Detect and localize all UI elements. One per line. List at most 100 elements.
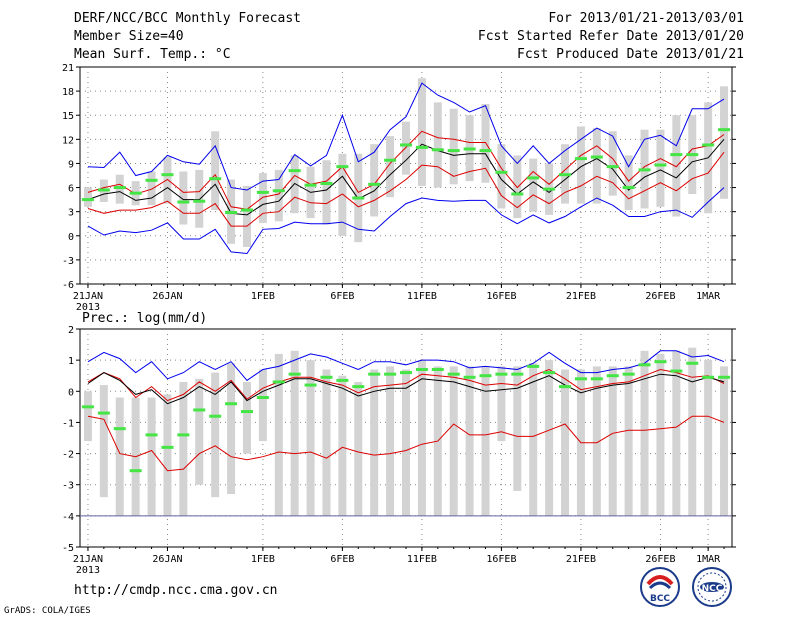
- forecast-period: For 2013/01/21-2013/03/01: [548, 11, 744, 26]
- precipitation-spread-box: [147, 397, 156, 516]
- precipitation-spread-box: [545, 360, 554, 516]
- source-url: http://cmdp.ncc.cma.gov.cn: [74, 583, 278, 598]
- precipitation-mean-mark: [161, 445, 174, 449]
- precipitation-mean-mark: [384, 372, 397, 376]
- temperature-mean-mark: [368, 182, 381, 186]
- precipitation-spread-box: [290, 350, 299, 516]
- precipitation-mean-mark: [288, 372, 301, 376]
- precipitation-mean-mark: [479, 374, 492, 378]
- temperature-mean-mark: [559, 173, 572, 177]
- temperature-xtick-label: 16FEB: [486, 291, 516, 302]
- precipitation-ytick-label: 2: [68, 325, 74, 336]
- temperature-spread-box: [274, 169, 283, 222]
- precipitation-mean-mark: [129, 469, 142, 473]
- temperature-spread-box: [322, 160, 331, 225]
- precipitation-ytick-label: 0: [68, 387, 74, 398]
- ncc-logo: NCC: [692, 567, 732, 607]
- precipitation-mean-mark: [431, 367, 444, 371]
- temperature-mean-mark: [686, 153, 699, 157]
- temperature-spread-box: [386, 136, 395, 198]
- precipitation-spread-box: [115, 397, 124, 516]
- temperature-mean-mark: [384, 158, 397, 162]
- precipitation-spread-box: [481, 366, 490, 516]
- precipitation-spread-box: [370, 369, 379, 516]
- temperature-spread-box: [529, 158, 538, 212]
- temperature-xtick-label: 6FEB: [330, 291, 354, 302]
- temperature-spread-box: [195, 169, 204, 228]
- precipitation-mean-mark: [622, 372, 635, 376]
- precipitation-xtick-label: 1MAR: [696, 554, 721, 565]
- temperature-spread-box: [497, 144, 506, 209]
- precipitation-spread-box: [306, 360, 315, 516]
- temperature-mean-mark: [81, 198, 94, 202]
- precip-title: Prec.: log(mm/d): [82, 311, 207, 326]
- precipitation-xtick-label: 21FEB: [566, 554, 596, 565]
- temperature-mean-mark: [400, 143, 412, 147]
- temperature-ytick-label: 15: [62, 111, 74, 122]
- temperature-spread-box: [672, 115, 681, 217]
- temperature-mean-mark: [447, 149, 460, 153]
- temperature-mean-mark: [177, 200, 190, 204]
- precipitation-spread-box: [704, 360, 713, 516]
- precipitation-spread-box: [656, 353, 665, 516]
- logo-group: BCC NCC: [640, 567, 732, 607]
- precipitation-mean-mark: [225, 402, 238, 406]
- temperature-spread-box: [592, 128, 601, 204]
- precipitation-spread-box: [179, 381, 188, 516]
- temperature-mean-mark: [256, 190, 269, 194]
- temperature-spread-box: [624, 155, 633, 211]
- temperature-line-outer_lower: [87, 187, 725, 255]
- chart-title: DERF/NCC/BCC Monthly Forecast: [74, 11, 301, 26]
- variable-label: Mean Surf. Temp.: °C: [74, 47, 231, 62]
- precipitation-mean-mark: [415, 367, 428, 371]
- precipitation-mean-mark: [718, 375, 731, 379]
- temperature-spread-box: [370, 144, 379, 217]
- temperature-mean-mark: [574, 157, 587, 161]
- precipitation-spread-box: [354, 381, 363, 516]
- temperature-mean-mark: [161, 173, 174, 177]
- temperature-mean-mark: [670, 153, 683, 157]
- precipitation-mean-mark: [559, 385, 572, 389]
- temperature-mean-mark: [129, 191, 142, 195]
- precipitation-mean-mark: [177, 433, 190, 437]
- temperature-spread-box: [163, 157, 172, 204]
- temperature-spread-box: [179, 171, 188, 225]
- temperature-ytick-label: 6: [68, 184, 74, 195]
- temperature-spread-box: [417, 78, 426, 186]
- temperature-spread-box: [608, 131, 617, 196]
- temperature-ytick-label: 18: [62, 87, 74, 98]
- temperature-spread-box: [513, 155, 522, 219]
- precipitation-xtick-label: 26JAN: [152, 554, 182, 565]
- precipitation-spread-box: [322, 369, 331, 516]
- precipitation-mean-mark: [209, 414, 222, 418]
- precipitation-spread-box: [465, 366, 474, 516]
- precipitation-mean-mark: [256, 396, 269, 400]
- precipitation-mean-mark: [527, 364, 540, 368]
- temperature-xtick-label: 1FEB: [251, 291, 275, 302]
- temperature-mean-mark: [495, 170, 508, 174]
- precipitation-spread-box: [163, 394, 172, 516]
- precipitation-line-inner_upper: [87, 368, 725, 402]
- temperature-mean-mark: [718, 128, 731, 132]
- precipitation-line-median: [87, 372, 725, 405]
- precipitation-spread-box: [417, 360, 426, 516]
- precipitation-spread-box: [338, 375, 347, 516]
- temperature-spread-box: [449, 108, 458, 185]
- precipitation-spread-box: [608, 366, 617, 516]
- temperature-mean-mark: [543, 187, 556, 191]
- precipitation-ytick-label: -3: [62, 481, 74, 492]
- temperature-mean-mark: [590, 155, 603, 159]
- temperature-spread-box: [211, 131, 220, 211]
- precipitation-mean-mark: [574, 377, 587, 381]
- temperature-ytick-label: 9: [68, 159, 74, 170]
- temperature-spread-box: [720, 86, 729, 199]
- temperature-spread-box: [147, 171, 156, 206]
- temperature-xtick-label: 26JAN: [152, 291, 182, 302]
- precipitation-line-inner_lower: [87, 415, 725, 472]
- temperature-ytick-label: 21: [62, 63, 74, 74]
- precipitation-ytick-label: -4: [62, 512, 74, 523]
- precipitation-mean-mark: [447, 372, 460, 376]
- precipitation-mean-mark: [686, 361, 699, 365]
